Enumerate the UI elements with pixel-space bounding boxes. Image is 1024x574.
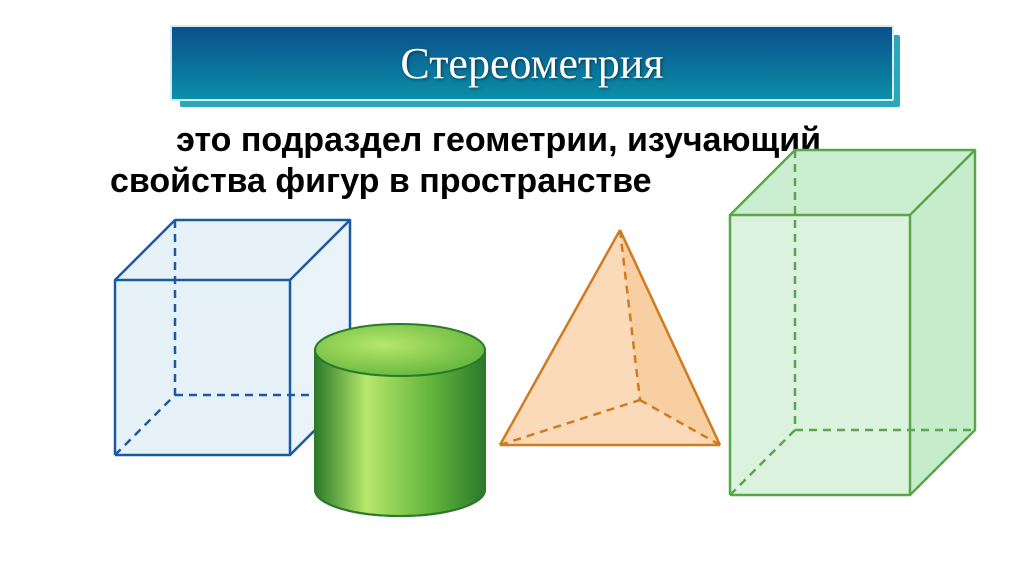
cylinder-shape: [315, 324, 485, 516]
shapes-canvas: [0, 0, 1024, 574]
cuboid-shape: [730, 150, 975, 495]
slide-root: { "banner": { "title": "Стереометрия", "…: [0, 0, 1024, 574]
tetrahedron-shape: [500, 230, 720, 445]
